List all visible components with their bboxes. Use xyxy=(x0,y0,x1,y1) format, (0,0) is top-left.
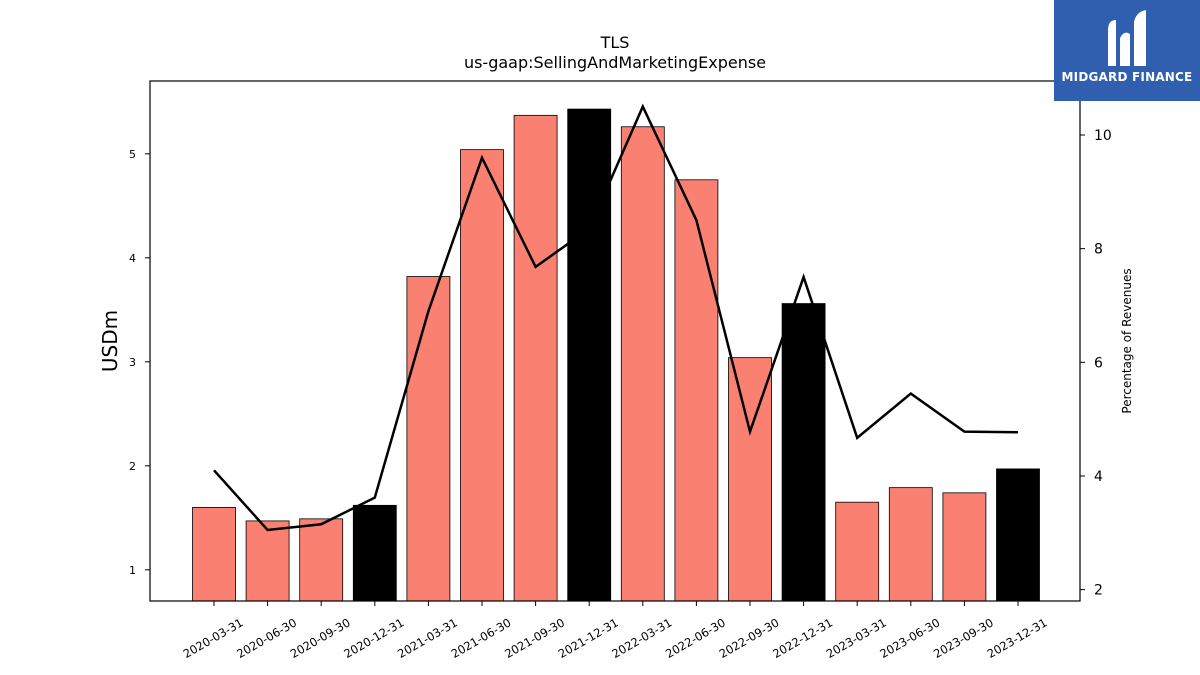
y-tick-label: 2 xyxy=(129,460,136,473)
x-tick-label: 2021-06-30 xyxy=(449,615,514,661)
percentage-line xyxy=(213,103,1019,532)
y-tick-label: 1 xyxy=(129,564,136,577)
bar xyxy=(781,303,826,602)
x-tick-label: 2023-09-30 xyxy=(931,615,996,661)
bar xyxy=(513,114,558,602)
bar xyxy=(192,506,236,602)
chart-subtitle: us-gaap:SellingAndMarketingExpense xyxy=(464,53,766,72)
x-tick-label: 2022-03-31 xyxy=(609,615,674,661)
bar xyxy=(245,520,290,602)
x-tick-label: 2021-12-31 xyxy=(556,615,621,661)
bar xyxy=(835,501,880,602)
x-tick-label: 2020-09-30 xyxy=(288,615,353,661)
y2-tick-label: 6 xyxy=(1094,355,1103,371)
x-tick-label: 2022-06-30 xyxy=(663,615,728,661)
brand-logo-icon xyxy=(1108,10,1146,66)
bar xyxy=(888,487,933,602)
bar xyxy=(406,276,451,602)
x-tick-label: 2021-09-30 xyxy=(502,615,567,661)
brand-logo-text: MIDGARD FINANCE xyxy=(1061,70,1193,84)
brand-logo: MIDGARD FINANCE xyxy=(1054,0,1200,101)
y-tick-label: 3 xyxy=(129,356,136,369)
plot-area: 1 2 3 4 5 2 4 6 8 10 2020-03-312020-06-302020-09-3… xyxy=(129,80,1112,661)
plot-frame xyxy=(149,80,1081,602)
x-tick-label: 2020-06-30 xyxy=(234,615,299,661)
bar xyxy=(728,357,772,602)
x-tick-label: 2022-12-31 xyxy=(770,615,835,661)
y-tick-label: 4 xyxy=(129,252,136,265)
y2-axis-label: Percentage of Revenues xyxy=(1120,268,1134,413)
chart-title: TLS xyxy=(600,33,630,52)
bar xyxy=(352,504,397,602)
x-tick-label: 2022-09-30 xyxy=(717,615,782,661)
bar xyxy=(567,108,612,602)
x-tick-label: 2020-03-31 xyxy=(181,615,246,661)
y2-tick-label: 4 xyxy=(1094,469,1103,485)
bar xyxy=(299,518,344,602)
x-tick-label: 2023-12-31 xyxy=(985,615,1050,661)
x-tick-label: 2023-06-30 xyxy=(877,615,942,661)
bar xyxy=(460,149,504,602)
y2-tick-label: 8 xyxy=(1094,242,1103,258)
y-axis-label: USDm xyxy=(98,310,122,372)
x-tick-label: 2020-12-31 xyxy=(341,615,406,661)
bar xyxy=(942,492,987,602)
bar xyxy=(674,179,719,602)
bar xyxy=(620,126,665,602)
y-tick-label: 5 xyxy=(129,148,136,161)
y2-tick-label: 10 xyxy=(1094,128,1112,144)
bar xyxy=(996,468,1040,602)
x-tick-label: 2021-03-31 xyxy=(395,615,460,661)
x-tick-label: 2023-03-31 xyxy=(824,615,889,661)
y2-tick-label: 2 xyxy=(1094,583,1103,599)
